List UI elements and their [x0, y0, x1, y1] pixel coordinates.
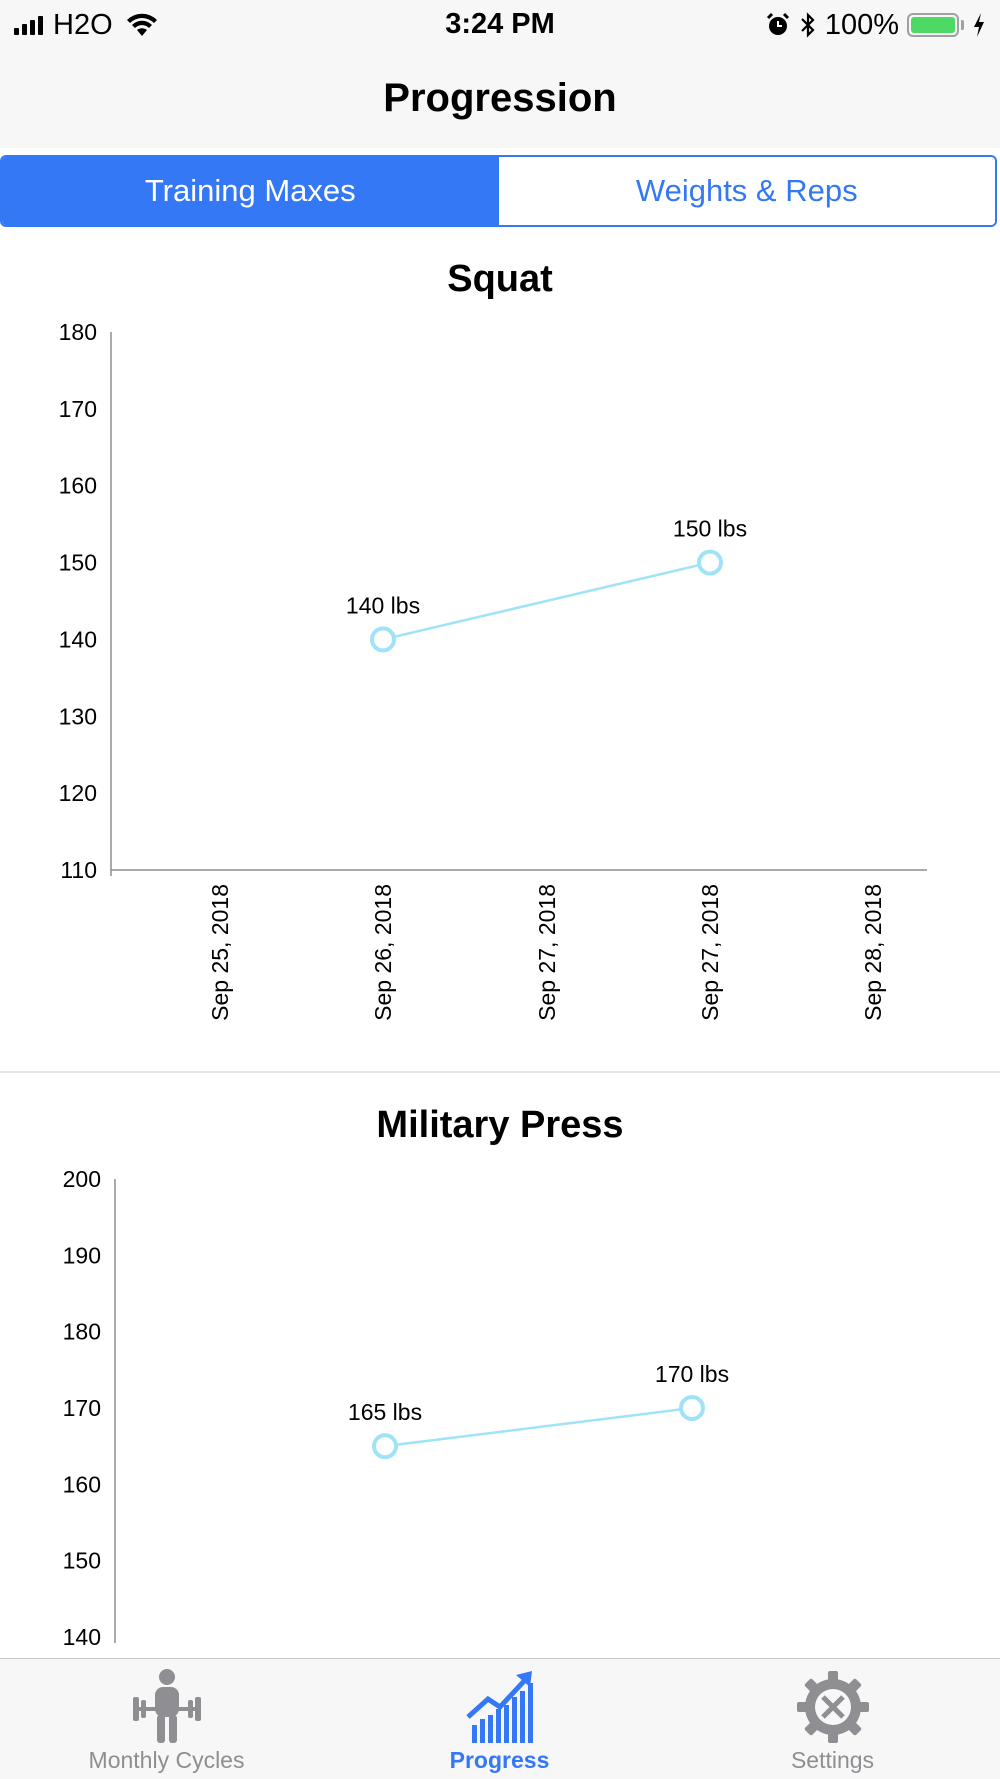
squat-chart: 110 120 130 140 150 160 170 180 Sep 25, 2018 Sep … [59, 319, 927, 1021]
y-tick-label: 140 [63, 1624, 101, 1650]
data-label: 170 lbs [655, 1361, 729, 1387]
tab-label-settings: Settings [790, 1747, 875, 1773]
carrier-name: H2O [53, 8, 113, 41]
status-bar: H2O 3:24 PM 100% [0, 0, 1000, 50]
x-tick-label: Sep 27, 2018 [534, 884, 560, 1021]
military-press-chart: 140 150 160 170 180 190 200 165 lbs 170 lbs [63, 1166, 729, 1650]
data-point [372, 1433, 398, 1460]
segment-training-maxes[interactable]: Training Maxes [2, 157, 499, 225]
battery-icon [907, 13, 959, 37]
y-tick-label: 140 [59, 626, 97, 652]
chart-title-squat: Squat [447, 258, 553, 300]
divider [0, 1071, 1000, 1073]
y-tick-label: 120 [59, 780, 97, 806]
x-tick-label: Sep 28, 2018 [860, 884, 886, 1021]
charging-icon [974, 13, 984, 37]
segment-weights-reps[interactable]: Weights & Reps [498, 157, 995, 225]
series-line [384, 1406, 693, 1448]
chart-title-military-press: Military Press [376, 1104, 624, 1146]
data-label: 150 lbs [673, 516, 747, 542]
status-time: 3:24 PM [445, 8, 555, 40]
x-tick-label: Sep 27, 2018 [697, 884, 723, 1021]
y-tick-label: 190 [63, 1242, 101, 1268]
y-tick-label: 150 [59, 550, 97, 576]
segmented-control: Training Maxes Weights & Reps [0, 155, 997, 227]
y-tick-label: 170 [63, 1395, 101, 1421]
data-point [370, 626, 396, 653]
y-tick-label: 180 [59, 319, 97, 345]
battery-percent: 100% [824, 8, 899, 41]
navigation-bar: Progression [0, 50, 1000, 148]
series-line [382, 561, 711, 641]
x-tick-label: Sep 26, 2018 [370, 884, 396, 1021]
data-label: 165 lbs [348, 1399, 422, 1425]
data-label: 140 lbs [346, 592, 420, 618]
y-tick-label: 160 [59, 473, 97, 499]
tab-settings[interactable]: Settings [666, 1659, 999, 1779]
data-point [679, 1395, 705, 1421]
tab-monthly-cycles[interactable]: Monthly Cycles [0, 1659, 333, 1779]
y-tick-label: 180 [63, 1319, 101, 1345]
tab-label-progress: Progress [449, 1747, 550, 1773]
y-tick-label: 170 [59, 396, 97, 422]
tab-label-monthly-cycles: Monthly Cycles [88, 1747, 245, 1773]
y-tick-label: 130 [59, 703, 97, 729]
y-tick-label: 160 [63, 1471, 101, 1497]
progress-chart-icon [465, 1671, 533, 1743]
data-point [697, 549, 723, 576]
alarm-icon [766, 12, 789, 35]
settings-gear-icon [796, 1671, 869, 1743]
tab-bar: Monthly Cycles Progress [0, 1658, 1000, 1779]
wifi-icon [126, 13, 157, 36]
y-tick-label: 110 [60, 857, 97, 883]
page-title: Progression [383, 76, 617, 120]
weightlifter-icon [132, 1669, 201, 1743]
bluetooth-icon [801, 12, 815, 38]
tab-progress[interactable]: Progress [333, 1659, 666, 1779]
y-tick-label: 150 [63, 1548, 101, 1574]
x-tick-label: Sep 25, 2018 [207, 884, 233, 1021]
signal-icon [14, 15, 43, 35]
y-tick-label: 200 [63, 1166, 101, 1192]
